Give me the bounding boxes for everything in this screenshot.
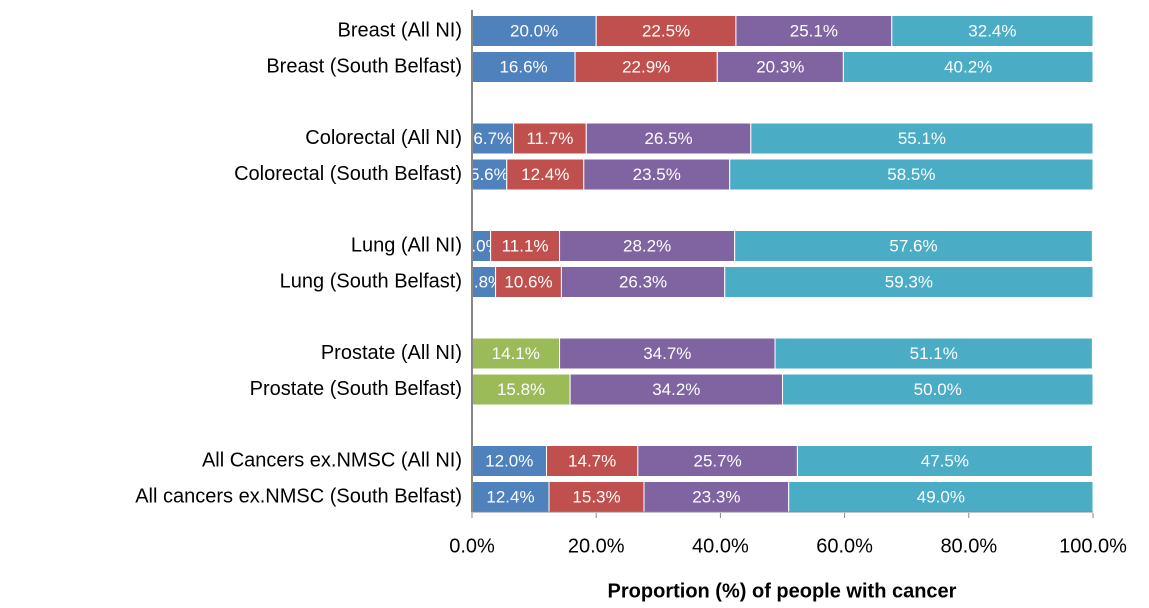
y-tick-label: All cancers ex.NMSC (South Belfast) <box>135 485 462 507</box>
bar-segment <box>585 122 752 155</box>
bar-segment <box>472 481 550 513</box>
value-label: 10.6% <box>504 272 552 291</box>
bar-segment <box>734 230 1093 262</box>
bars: 20.0% 22.5% 25.1% 32.4% 16.6% 22.9% 20.3% 40.2%… <box>470 15 1094 513</box>
x-tick-label: 40.0% <box>692 535 749 557</box>
x-tick-label: 60.0% <box>816 535 873 557</box>
bar-segment <box>490 230 561 262</box>
value-label: 59.3% <box>885 272 933 291</box>
value-label: 16.6% <box>499 57 547 76</box>
bar-segment <box>546 445 639 477</box>
x-tick-label: 80.0% <box>940 535 997 557</box>
bar-segment <box>735 15 893 47</box>
value-label: 34.7% <box>643 344 691 363</box>
value-label: 28.2% <box>623 236 671 255</box>
value-label: 20.0% <box>510 21 558 40</box>
value-label: 49.0% <box>917 487 965 506</box>
value-label: 22.9% <box>622 57 670 76</box>
value-label: 47.5% <box>921 451 969 470</box>
bar-segment <box>560 266 726 298</box>
bar-segment <box>774 337 1093 370</box>
x-tick-label: 0.0% <box>449 535 495 557</box>
x-axis-title: Proportion (%) of people with cancer <box>608 580 957 602</box>
value-label: 12.0% <box>485 451 533 470</box>
y-tick-label: Breast (South Belfast) <box>266 55 462 77</box>
y-tick-label: All Cancers ex.NMSC (All NI) <box>202 449 462 471</box>
bar-segment <box>729 158 1094 191</box>
bar-segment <box>506 158 585 191</box>
y-tick-label: Breast (All NI) <box>338 19 462 41</box>
bar-segment <box>643 481 790 513</box>
value-label: 50.0% <box>914 380 962 399</box>
value-label: 23.5% <box>633 165 681 184</box>
value-label: 22.5% <box>642 21 690 40</box>
y-tick-label: Colorectal (South Belfast) <box>234 163 462 185</box>
value-label: 40.2% <box>944 57 992 76</box>
value-label: 23.3% <box>692 487 740 506</box>
value-label: 11.1% <box>502 236 549 255</box>
bar-segment <box>569 373 783 406</box>
value-label: 26.5% <box>644 129 692 148</box>
y-tick-label: Prostate (All NI) <box>321 342 462 364</box>
bar-segment <box>495 266 562 298</box>
value-label: 25.7% <box>694 451 742 470</box>
y-tick-label: Lung (South Belfast) <box>280 270 462 292</box>
bar-segment <box>472 15 597 47</box>
bar-segment <box>559 230 736 262</box>
value-label: 11.7% <box>526 129 573 148</box>
value-label: 32.4% <box>968 21 1016 40</box>
value-label: 14.1% <box>492 344 540 363</box>
value-label: 15.3% <box>572 487 620 506</box>
x-tick-label: 20.0% <box>568 535 625 557</box>
bar-segment <box>891 15 1094 47</box>
value-label: 15.8% <box>497 380 545 399</box>
bar-segment <box>472 373 571 406</box>
value-label: 6.7% <box>473 129 512 148</box>
value-label: 58.5% <box>887 165 935 184</box>
value-label: 25.1% <box>790 21 838 40</box>
bar-segment <box>750 122 1094 155</box>
bar-segment <box>559 337 776 370</box>
bar-segment <box>724 266 1094 298</box>
bar-segment <box>788 481 1094 513</box>
value-label: 14.7% <box>568 451 616 470</box>
value-label: 55.1% <box>898 129 946 148</box>
value-label: 26.3% <box>619 272 667 291</box>
y-tick-label: Lung (All NI) <box>351 234 462 256</box>
x-tick-label: 100.0% <box>1059 535 1127 557</box>
value-label: 34.2% <box>652 380 700 399</box>
value-label: 12.4% <box>486 487 534 506</box>
value-label: 51.1% <box>910 344 958 363</box>
value-label: 20.3% <box>756 57 804 76</box>
bar-segment <box>782 373 1094 406</box>
value-label: 57.6% <box>889 236 937 255</box>
y-tick-label: Colorectal (All NI) <box>305 127 462 149</box>
bar-segment <box>842 51 1094 83</box>
y-tick-label: Prostate (South Belfast) <box>250 378 462 400</box>
bar-segment <box>637 445 798 477</box>
value-label: 12.4% <box>521 165 569 184</box>
bar-segment <box>472 445 548 477</box>
bar-segment <box>796 445 1093 477</box>
value-label: 5.6% <box>470 165 509 184</box>
